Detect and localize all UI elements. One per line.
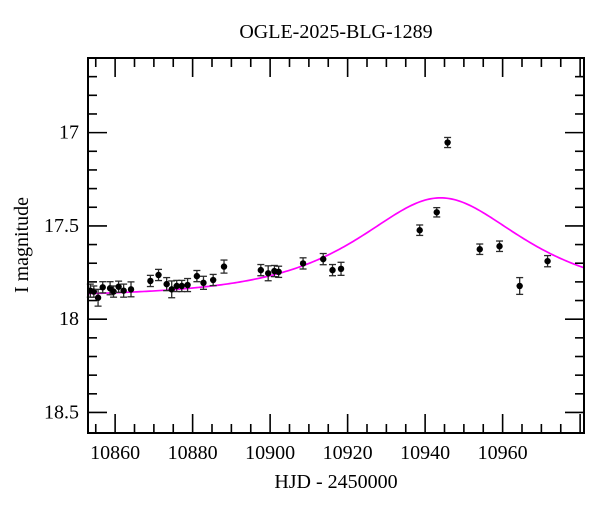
data-point bbox=[147, 277, 154, 285]
data-point bbox=[155, 271, 162, 279]
data-point bbox=[94, 294, 102, 301]
data-point bbox=[120, 287, 127, 294]
data-point bbox=[264, 270, 272, 277]
data-point bbox=[544, 257, 551, 265]
x-tick-label: 10940 bbox=[400, 442, 450, 464]
data-point bbox=[275, 268, 282, 276]
model-curve bbox=[87, 197, 585, 295]
data-point bbox=[127, 286, 135, 293]
data-point bbox=[184, 281, 191, 289]
data-point bbox=[173, 282, 180, 290]
y-tick-label: 18.5 bbox=[44, 401, 79, 423]
data-point bbox=[320, 255, 327, 263]
x-tick-label: 10960 bbox=[478, 442, 528, 464]
plot-frame bbox=[87, 57, 585, 434]
data-point bbox=[416, 227, 423, 234]
data-point bbox=[257, 266, 265, 274]
x-axis-title: HJD - 2450000 bbox=[274, 471, 398, 493]
y-tick-label: 17 bbox=[59, 122, 79, 144]
data-point bbox=[193, 272, 201, 280]
data-point bbox=[516, 282, 523, 290]
x-tick-label: 10880 bbox=[168, 442, 218, 464]
y-tick-label: 18 bbox=[59, 308, 79, 330]
data-point bbox=[200, 279, 207, 287]
data-point bbox=[329, 266, 336, 274]
data-point bbox=[476, 246, 483, 253]
x-tick-label: 10860 bbox=[90, 442, 140, 464]
data-point bbox=[337, 265, 345, 273]
data-point bbox=[433, 209, 440, 216]
y-tick-label: 17.5 bbox=[44, 215, 79, 237]
data-point bbox=[99, 284, 106, 291]
data-point bbox=[163, 280, 170, 288]
data-point bbox=[220, 263, 228, 270]
data-point bbox=[209, 276, 217, 284]
data-point bbox=[444, 139, 451, 146]
data-point bbox=[110, 288, 117, 295]
data-point bbox=[115, 283, 122, 290]
data-point bbox=[299, 260, 307, 267]
x-tick-label: 10920 bbox=[323, 442, 373, 464]
data-point bbox=[178, 282, 185, 290]
x-tick-label: 10900 bbox=[245, 442, 295, 464]
data-point bbox=[496, 243, 503, 250]
chart-title: OGLE-2025-BLG-1289 bbox=[239, 21, 433, 43]
